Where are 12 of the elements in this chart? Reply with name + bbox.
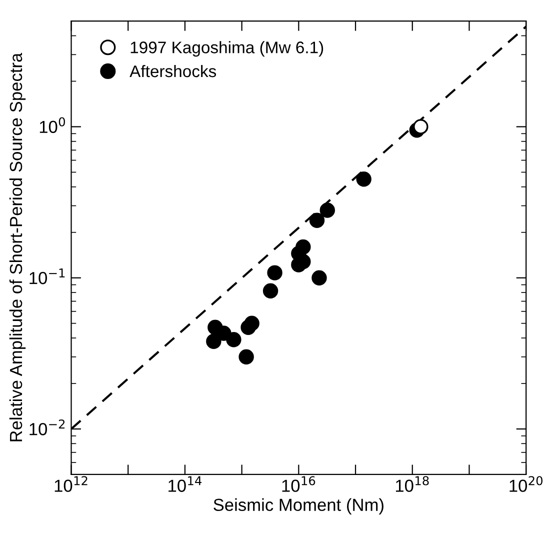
x-tick-label: 10$^{14}$: [168, 476, 202, 492]
legend-label: Aftershocks: [130, 64, 216, 78]
y-tick-label: 10$^{0}$: [40, 117, 66, 134]
y-tick-label: 10$^{−1}$: [30, 268, 65, 284]
x-tick-label: 10$^{16}$: [282, 476, 316, 492]
x-tick-label: 10$^{20}$: [510, 476, 543, 492]
legend-label: 1997 Kagoshima (Mw 6.1): [130, 41, 324, 57]
y-tick-label: 10$^{−2}$: [30, 419, 65, 436]
y-axis-title: Relative Amplitude of Short-Period Source Spectra: [9, 52, 26, 442]
x-tick-label: 10$^{12}$: [54, 476, 88, 492]
x-tick-label: 10$^{18}$: [396, 476, 429, 492]
x-axis-title: Seismic Moment (Nm): [214, 498, 384, 514]
